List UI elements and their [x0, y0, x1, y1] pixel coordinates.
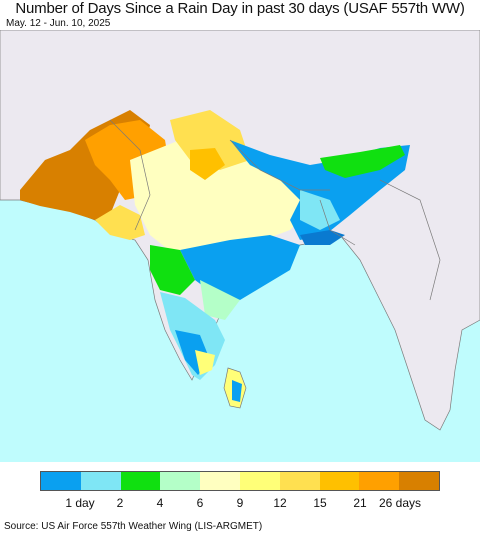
legend-swatch	[399, 472, 439, 490]
region-northeast-green	[320, 145, 405, 178]
legend-tick-label: 12	[273, 496, 287, 510]
region-west-green	[150, 245, 195, 295]
region-central-mint	[200, 280, 240, 320]
map-title: Number of Days Since a Rain Day in past …	[15, 0, 465, 17]
legend-swatch	[239, 472, 280, 490]
region-gujarat	[95, 205, 145, 240]
legend-swatch	[41, 472, 81, 490]
legend-colorbar	[40, 471, 440, 491]
border-line	[229, 139, 330, 191]
region-south-yellow	[195, 350, 215, 375]
legend-tick-label: 15	[313, 496, 327, 510]
border-line	[379, 179, 441, 301]
legend-tick-label: 1 day	[65, 496, 95, 510]
region-bengal-coast	[300, 230, 345, 245]
island-sri-lanka-blue	[232, 380, 242, 402]
legend-swatch	[359, 472, 400, 490]
legend-labels: 1 day 2 4 6 9 12 15 21 26 days	[40, 496, 440, 510]
legend-tick-label: 4	[156, 496, 164, 510]
source-credit: Source: US Air Force 557th Weather Wing …	[4, 521, 263, 532]
legend-swatch	[160, 472, 201, 490]
region-central-blue	[180, 235, 300, 300]
legend-tick-label: 2	[116, 496, 124, 510]
legend-swatch	[80, 472, 121, 490]
map-canvas	[0, 30, 480, 462]
legend-tick-label: 21	[353, 496, 367, 510]
legend-tick-label: 26 days	[378, 496, 422, 510]
legend-tick-label: 9	[236, 496, 244, 510]
region-north-orange	[190, 148, 225, 180]
legend-swatch	[319, 472, 360, 490]
legend-tick-label: 6	[196, 496, 204, 510]
legend-swatch	[200, 472, 240, 490]
border-line	[319, 199, 356, 246]
legend-swatch	[279, 472, 320, 490]
map-area	[0, 30, 480, 462]
legend-swatch	[120, 472, 161, 490]
region-northeast-light	[300, 190, 340, 230]
date-range: May. 12 - Jun. 10, 2025	[6, 18, 111, 29]
border-line	[109, 119, 151, 231]
